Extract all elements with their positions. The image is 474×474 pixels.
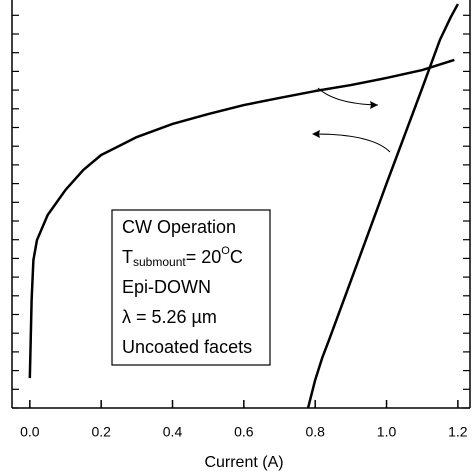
data-line [28, 58, 455, 379]
arrow [317, 87, 379, 106]
x-tick-label: 1.2 [448, 424, 468, 440]
annotation-box [111, 209, 271, 366]
data-line [306, 3, 459, 409]
annotation: Uncoated facets [122, 337, 252, 357]
x-tick-label: 1.0 [377, 424, 397, 440]
arrow-head [312, 130, 320, 138]
x-axis-label: Current (A) [204, 454, 283, 471]
plot-area [28, 3, 459, 409]
x-tick-label: 0.4 [163, 424, 183, 440]
x-tick-label: 0.0 [20, 424, 40, 440]
annotation: Tsubmount= 20OC [122, 245, 243, 269]
annotation-part: C [230, 247, 243, 267]
annotation: Epi-DOWN [122, 277, 211, 297]
annotation-part: = 20 [186, 247, 222, 267]
annotation-part: submount [133, 255, 186, 269]
x-tick-label: 0.2 [91, 424, 111, 440]
annotation: CW Operation [122, 217, 236, 237]
x-tick-label: 0.8 [305, 424, 325, 440]
arrow [313, 133, 391, 153]
x-tick-label: 0.6 [234, 424, 254, 440]
arrow-head [370, 101, 378, 109]
annotation: λ = 5.26 µm [122, 307, 217, 327]
annotation-part: O [221, 245, 230, 257]
annotation-part: T [122, 247, 133, 267]
